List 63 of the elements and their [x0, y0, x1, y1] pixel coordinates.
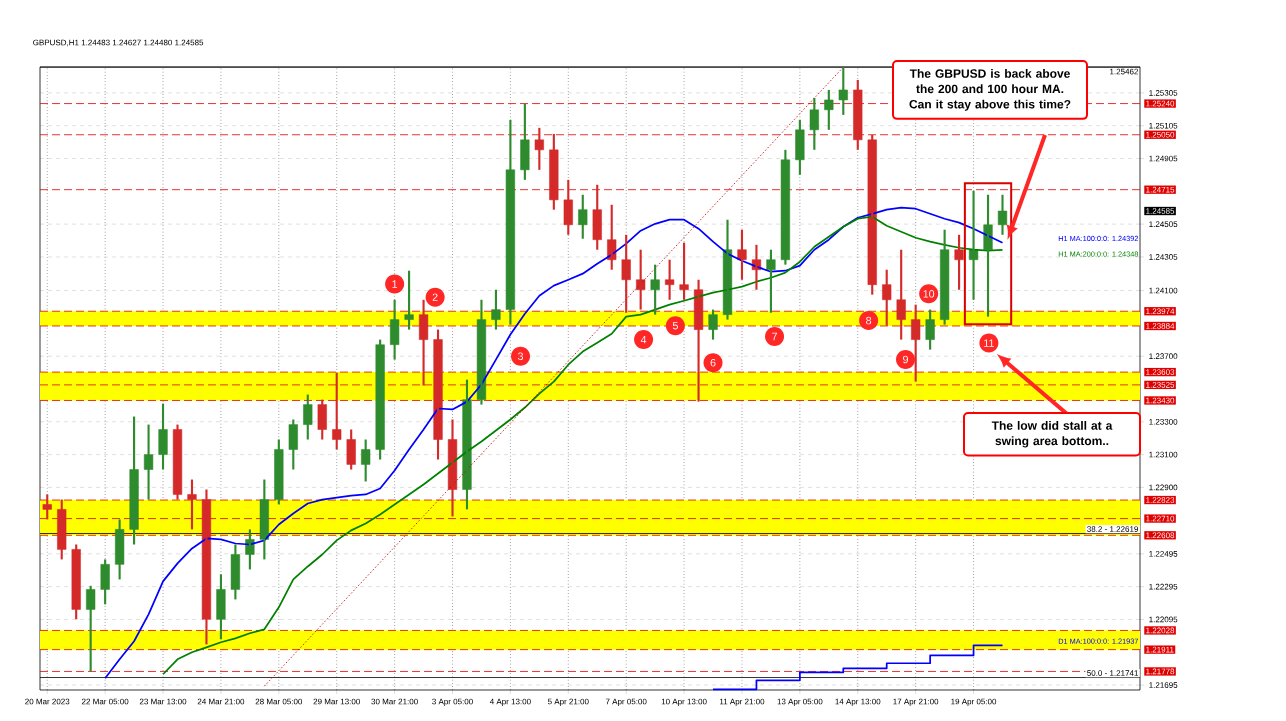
y-tick-label: 1.22295 [1149, 583, 1178, 590]
ref-line-label: 1.22823 [1146, 497, 1175, 503]
y-tick-label: 1.22900 [1149, 484, 1178, 491]
chart-title: GBPUSD,H1 1.24483 1.24627 1.24480 1.24585 [33, 39, 204, 47]
ref-line-label: 1.23525 [1146, 382, 1175, 388]
x-tick-label: 13 Apr 05:00 [777, 698, 823, 706]
x-tick-label: 23 Mar 13:00 [139, 698, 187, 705]
annotation: 9 [903, 355, 908, 364]
annotation: 50.0 - 1.21741 [1087, 670, 1138, 676]
annotation: 7 [772, 332, 777, 341]
annotation: 10 [923, 290, 935, 298]
ref-line-label: 1.23884 [1146, 323, 1175, 329]
x-tick-label: 17 Apr 21:00 [893, 698, 939, 706]
y-tick-label: 1.24100 [1149, 287, 1178, 294]
ref-line-label: 1.21778 [1146, 668, 1175, 675]
y-tick-label: 1.23700 [1149, 353, 1178, 360]
ref-line-label: 1.23974 [1146, 308, 1175, 315]
y-tick-label: 1.23100 [1149, 451, 1178, 458]
y-tick-label: 1.23300 [1149, 418, 1178, 425]
y-tick-label: 1.25105 [1149, 122, 1178, 129]
x-tick-label: 10 Apr 13:00 [661, 698, 707, 706]
x-tick-label: 30 Mar 21:00 [371, 698, 418, 705]
annotation: 6 [710, 358, 716, 367]
annotation: 1 [392, 280, 398, 288]
ref-line-label: 1.23603 [1146, 369, 1175, 375]
y-tick-label: 1.21695 [1149, 682, 1178, 688]
ref-line-label: 1.22710 [1146, 515, 1175, 522]
x-tick-label: 4 Apr 13:00 [489, 698, 531, 706]
y-tick-label: 1.22095 [1149, 616, 1178, 623]
x-tick-label: 11 Apr 21:00 [719, 698, 765, 706]
y-tick-label: 1.24505 [1149, 221, 1178, 227]
annotation: 8 [866, 316, 872, 325]
x-tick-label: 20 Mar 2023 [25, 698, 70, 705]
x-tick-label: 5 Apr 21:00 [547, 698, 589, 706]
x-tick-label: 19 Apr 05:00 [951, 698, 997, 706]
ref-line-label: 1.25050 [1146, 131, 1175, 138]
annotation: 2 [432, 293, 438, 301]
annotation: 4 [640, 335, 647, 344]
x-tick-label: 3 Apr 05:00 [432, 698, 473, 706]
y-tick-label: 1.24905 [1149, 155, 1178, 162]
y-tick-label: 1.25305 [1149, 90, 1178, 96]
ref-line-label: 1.23430 [1146, 397, 1175, 404]
x-tick-label: 24 Mar 21:00 [197, 698, 245, 705]
ref-line-label: 1.22028 [1146, 627, 1175, 634]
ref-line-label: 1.25462 [1110, 68, 1138, 75]
ref-line-label: 1.22608 [1146, 532, 1175, 539]
x-tick-label: 14 Apr 13:00 [835, 698, 881, 706]
x-tick-label: 28 Mar 05:00 [255, 698, 303, 705]
y-tick-label: 1.22495 [1149, 551, 1178, 557]
ref-line-label: 1.25240 [1146, 100, 1175, 107]
x-tick-label: 7 Apr 05:00 [605, 698, 647, 706]
annotation: 11 [984, 339, 994, 347]
text: 1.24585 [1146, 208, 1175, 214]
annotation: The GBPUSD is back above the 200 and 100 hour MA. Can it stay above this time? [909, 68, 1071, 111]
annotation: 3 [517, 352, 524, 360]
y-tick-label: 1.24305 [1149, 254, 1178, 260]
x-tick-label: 22 Mar 05:00 [81, 698, 129, 705]
annotation: The low did stall at a swing area bottom.. [991, 420, 1113, 448]
annotation: 38.2 - 1.22619 [1087, 526, 1139, 532]
annotation: 5 [672, 321, 678, 330]
x-tick-label: 29 Mar 13:00 [313, 698, 360, 705]
ref-line-label: 1.21911 [1146, 646, 1174, 653]
ref-line-label: 1.24715 [1146, 186, 1175, 193]
